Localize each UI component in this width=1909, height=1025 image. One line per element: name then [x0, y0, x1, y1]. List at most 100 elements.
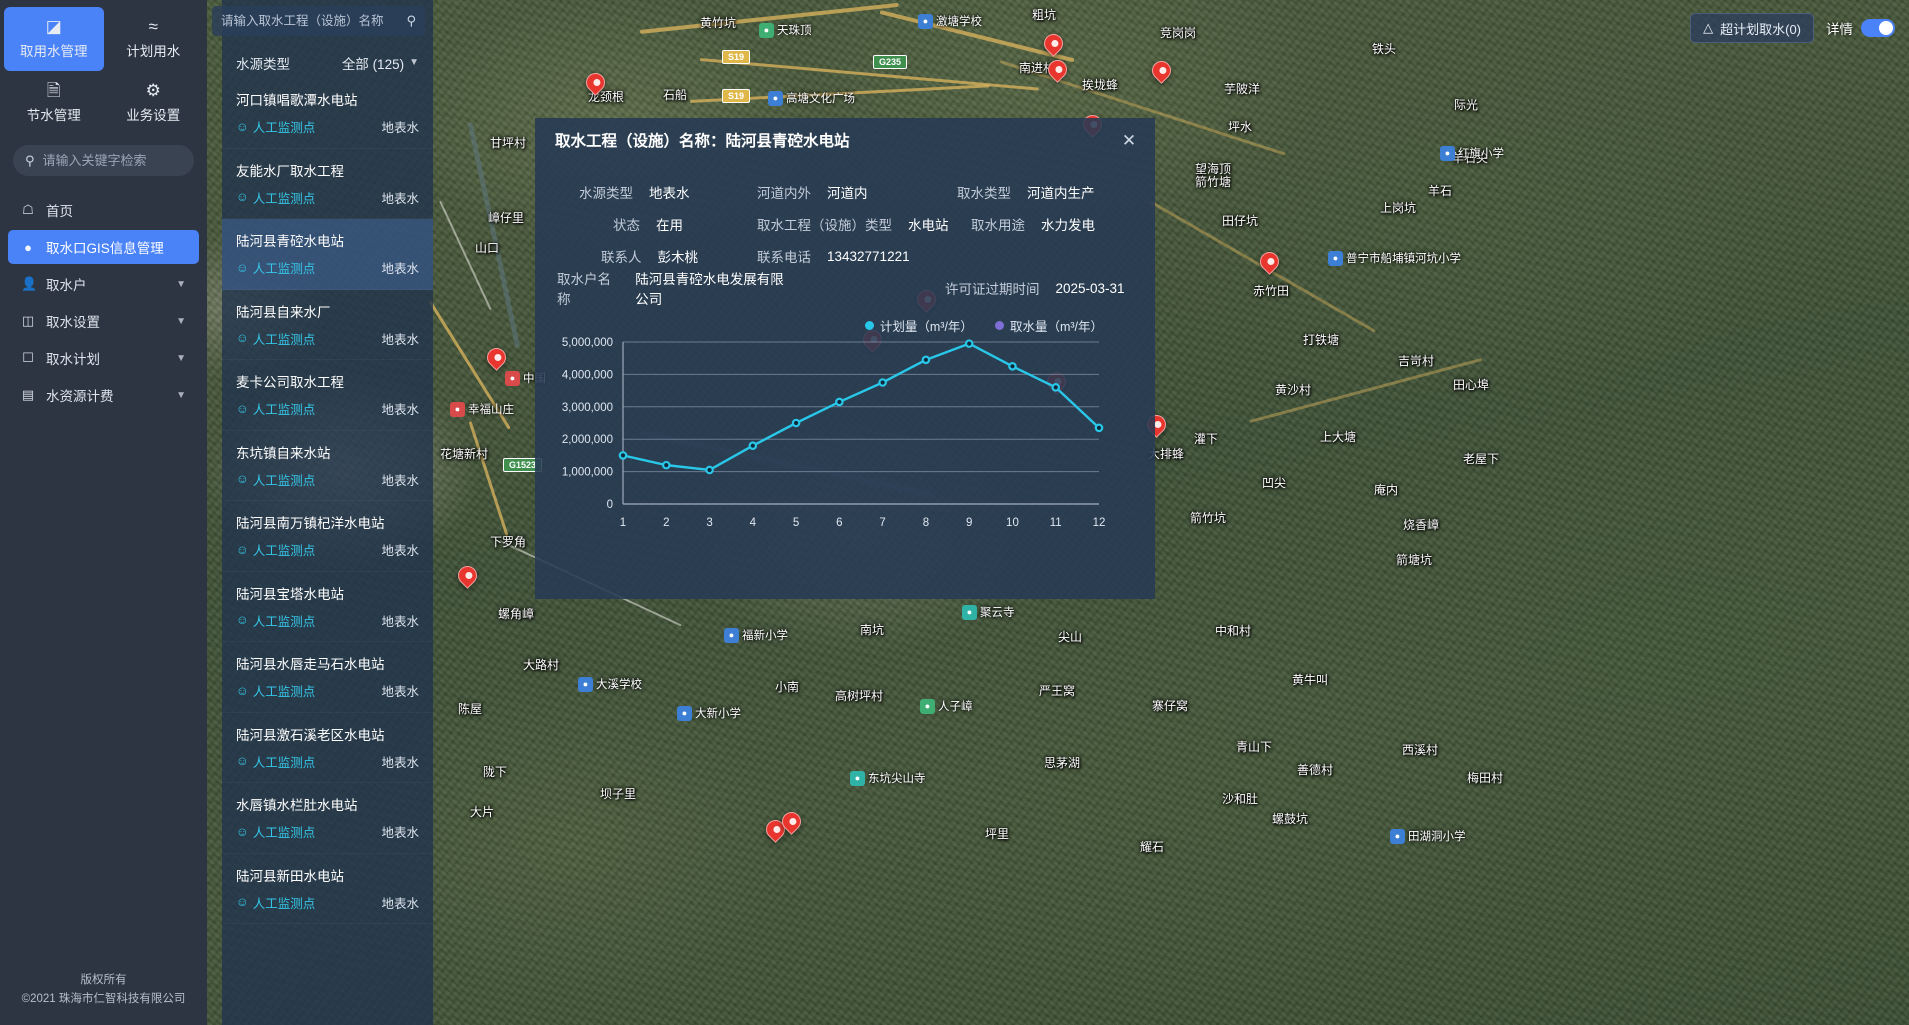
sidebar-item-intake-settings[interactable]: ◫ 取水设置 ▼ — [8, 304, 199, 338]
copyright: 版权所有 ©2021 珠海市仁智科技有限公司 — [0, 971, 207, 1025]
map-poi[interactable]: ● 普宁市船埔镇河坑小学 — [1328, 250, 1461, 266]
chart-point[interactable] — [791, 418, 801, 428]
field-label: 许可证过期时间 — [945, 282, 1040, 297]
poi-label: 田湖洞小学 — [1408, 831, 1466, 843]
over-plan-button[interactable]: △ 超计划取水(0) — [1690, 13, 1814, 43]
chart-point[interactable] — [748, 441, 758, 450]
map-intake-pin[interactable] — [1256, 248, 1283, 278]
close-icon[interactable]: ✕ — [1121, 130, 1137, 150]
map-poi[interactable]: ● 天珠顶 — [759, 22, 812, 38]
map-poi[interactable]: ● 田湖洞小学 — [1390, 828, 1466, 844]
person-icon: ☺ — [236, 754, 249, 768]
map-poi[interactable]: ● 聚云寺 — [962, 604, 1015, 620]
sidebar-item-water-resource-billing[interactable]: ▤ 水资源计费 ▼ — [8, 378, 199, 412]
sidebar-item-water-user[interactable]: 👤 取水户 ▼ — [8, 267, 199, 301]
map-intake-pin[interactable] — [1040, 30, 1067, 60]
poi-marker-icon: ● — [505, 370, 520, 386]
poi-label: 普宁市船埔镇河坑小学 — [1346, 253, 1461, 265]
map-poi[interactable]: ● 东坑尖山寺 — [850, 770, 926, 786]
chart-point[interactable] — [618, 451, 628, 460]
detail-toggle-switch[interactable] — [1861, 19, 1895, 37]
filter-label: 水源类型 — [236, 56, 290, 72]
app-tile-water-saving-management[interactable]: 🗎 节水管理 — [4, 71, 104, 135]
list-item[interactable]: 麦卡公司取水工程 ☺ 人工监测点 地表水 — [222, 360, 433, 431]
legend-item-actual[interactable]: 取水量（m³/年） — [994, 316, 1103, 335]
list-item[interactable]: 陆河县新田水电站 ☺ 人工监测点 地表水 — [222, 854, 433, 925]
list-item-tag: ☺ 人工监测点 — [236, 329, 315, 348]
list-item-tag: ☺ 人工监测点 — [236, 893, 315, 912]
map-poi[interactable]: ● 人子嶂 — [920, 698, 973, 714]
map-poi[interactable]: ● 大新小学 — [677, 705, 741, 721]
list-item-title: 河口镇唱歌潭水电站 — [236, 93, 358, 108]
field-label: 水源类型 — [579, 186, 633, 201]
poi-marker-icon: ● — [768, 90, 783, 106]
map-poi[interactable]: ● 红旗小学 — [1440, 145, 1504, 161]
copyright-line-1: 版权所有 — [80, 974, 127, 987]
list-item[interactable]: 水唇镇水栏肚水电站 ☺ 人工监测点 地表水 — [222, 783, 433, 854]
map-poi[interactable]: ● 激塘学校 — [918, 13, 982, 29]
poi-label: 大溪学校 — [596, 679, 642, 691]
chart-y-tick: 0 — [607, 499, 613, 511]
calendar-icon: ☐ — [22, 350, 34, 365]
sidebar-item-intake-gis[interactable]: ● 取水口GIS信息管理 — [8, 230, 199, 264]
map-poi[interactable]: ● 幸福山庄 — [450, 401, 514, 417]
legend-item-planned[interactable]: 计划量（m³/年） — [864, 316, 973, 335]
poi-marker-icon: ● — [677, 705, 692, 721]
map-intake-pin[interactable] — [1044, 56, 1071, 86]
list-item[interactable]: 陆河县激石溪老区水电站 ☺ 人工监测点 地表水 — [222, 713, 433, 784]
sidebar-item-intake-plan[interactable]: ☐ 取水计划 ▼ — [8, 341, 199, 375]
chart-point[interactable] — [1008, 361, 1017, 371]
sidebar-search-box[interactable]: ⚲ — [13, 145, 194, 176]
map-poi[interactable]: ● 福新小学 — [724, 627, 788, 643]
chart-point[interactable] — [705, 465, 714, 475]
list-item[interactable]: 东坑镇自来水站 ☺ 人工监测点 地表水 — [222, 431, 433, 502]
list-item[interactable]: 陆河县宝塔水电站 ☺ 人工监测点 地表水 — [222, 572, 433, 643]
sidebar-item-label: 取水设置 — [46, 315, 100, 330]
list-item-type: 地表水 — [381, 544, 419, 558]
detail-row: 联系人 彭木桃 联系电话 13432771221 — [557, 240, 1133, 272]
filter-value: 全部 (125) — [341, 56, 405, 72]
chart-point[interactable] — [964, 339, 974, 348]
intake-list[interactable]: 河口镇唱歌潭水电站 ☺ 人工监测点 地表水 友能水厂取水工程 ☺ 人工监测点 地表水 陆河县青硿… — [222, 78, 433, 1025]
app-tile-business-settings[interactable]: ⚙ 业务设置 — [104, 71, 204, 135]
search-icon[interactable]: ⚲ — [406, 13, 416, 28]
sidebar-item-home[interactable]: ☖ 首页 — [8, 193, 199, 227]
list-item[interactable]: 陆河县南万镇杞洋水电站 ☺ 人工监测点 地表水 — [222, 501, 433, 572]
app-tile-water-use-management[interactable]: ◪ 取用水管理 — [4, 7, 104, 71]
list-item[interactable]: 陆河县自来水厂 ☺ 人工监测点 地表水 — [222, 290, 433, 361]
list-item[interactable]: 陆河县青硿水电站 ☺ 人工监测点 地表水 — [222, 219, 433, 290]
map-intake-pin[interactable] — [1148, 57, 1175, 87]
list-item-type: 地表水 — [381, 473, 419, 488]
person-icon: ☺ — [236, 190, 249, 204]
detail-toggle[interactable]: 详情 — [1826, 18, 1895, 38]
sidebar-search-input[interactable] — [42, 153, 182, 168]
chart-point[interactable] — [1094, 423, 1104, 433]
chart-point[interactable] — [835, 397, 844, 407]
chart-point[interactable] — [878, 378, 887, 387]
warning-triangle-icon: △ — [1703, 20, 1714, 35]
list-item[interactable]: 河口镇唱歌潭水电站 ☺ 人工监测点 地表水 — [222, 78, 433, 149]
list-item-type: 地表水 — [381, 614, 419, 629]
chart-point[interactable] — [1051, 383, 1061, 392]
chart-point[interactable] — [921, 355, 931, 365]
map-intake-pin[interactable] — [778, 808, 805, 838]
map-intake-pin[interactable] — [582, 69, 609, 99]
map-intake-pin[interactable] — [483, 344, 510, 374]
chart-legend: 计划量（m³/年） 取水量（m³/年） — [864, 316, 1103, 335]
list-item[interactable]: 友能水厂取水工程 ☺ 人工监测点 地表水 — [222, 149, 433, 220]
map-intake-pin[interactable] — [454, 562, 481, 592]
copyright-line-2: ©2021 珠海市仁智科技有限公司 — [21, 993, 186, 1006]
chart-point[interactable] — [661, 460, 671, 470]
list-item[interactable]: 陆河县水唇走马石水电站 ☺ 人工监测点 地表水 — [222, 642, 433, 713]
list-item-tag-label: 人工监测点 — [252, 685, 316, 699]
engineering-search-box[interactable]: ⚲ — [212, 6, 425, 36]
map-poi[interactable]: ● 大溪学校 — [578, 676, 642, 692]
map-poi[interactable]: ● 高塘文化广场 — [768, 90, 855, 106]
water-source-type-filter[interactable]: 水源类型 全部 (125) ▼ — [222, 45, 433, 80]
app-tile-planned-water-use[interactable]: ≈ 计划用水 — [104, 7, 204, 71]
engineering-search-input[interactable] — [221, 14, 403, 28]
poi-label: 幸福山庄 — [468, 404, 514, 416]
person-icon: ☺ — [236, 119, 249, 134]
app-tile-label: 业务设置 — [126, 108, 181, 123]
chart-icon: ▤ — [21, 387, 35, 402]
